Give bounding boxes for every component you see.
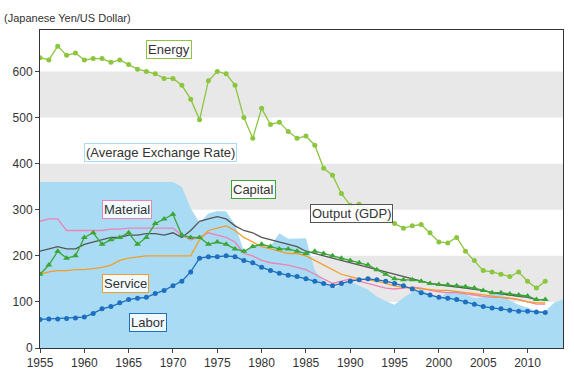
svg-text:0: 0 — [26, 341, 33, 355]
svg-text:(Average Exchange Rate): (Average Exchange Rate) — [86, 145, 235, 160]
svg-text:1970: 1970 — [160, 356, 187, 370]
svg-text:300: 300 — [13, 203, 33, 217]
svg-text:1955: 1955 — [27, 356, 54, 370]
svg-text:Energy: Energy — [148, 42, 190, 57]
svg-text:2000: 2000 — [426, 356, 453, 370]
svg-text:Capital: Capital — [233, 182, 274, 197]
svg-text:1965: 1965 — [115, 356, 142, 370]
svg-text:1980: 1980 — [248, 356, 275, 370]
svg-text:1975: 1975 — [204, 356, 231, 370]
svg-text:Service: Service — [104, 276, 147, 291]
svg-text:1985: 1985 — [293, 356, 320, 370]
svg-text:1995: 1995 — [381, 356, 408, 370]
svg-text:400: 400 — [13, 157, 33, 171]
svg-text:200: 200 — [13, 249, 33, 263]
svg-text:(Japanese Yen/US Dollar): (Japanese Yen/US Dollar) — [4, 12, 131, 24]
svg-text:2010: 2010 — [514, 356, 541, 370]
svg-text:Output (GDP): Output (GDP) — [312, 206, 391, 221]
svg-text:600: 600 — [13, 65, 33, 79]
svg-text:1990: 1990 — [337, 356, 364, 370]
svg-text:Labor: Labor — [131, 315, 165, 330]
svg-text:1960: 1960 — [71, 356, 98, 370]
svg-text:500: 500 — [13, 111, 33, 125]
svg-text:Material: Material — [104, 202, 150, 217]
svg-text:100: 100 — [13, 295, 33, 309]
svg-text:2005: 2005 — [470, 356, 497, 370]
